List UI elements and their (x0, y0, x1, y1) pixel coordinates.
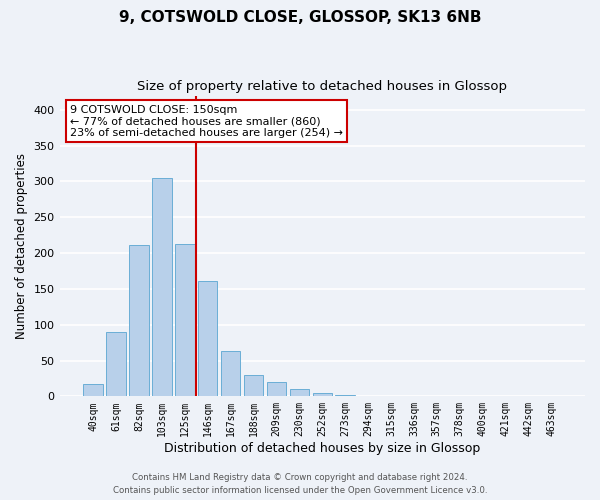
Text: 9 COTSWOLD CLOSE: 150sqm
← 77% of detached houses are smaller (860)
23% of semi-: 9 COTSWOLD CLOSE: 150sqm ← 77% of detach… (70, 104, 343, 138)
Bar (313, 393, 332, 396)
Bar (129, 245, 149, 396)
Text: Contains HM Land Registry data © Crown copyright and database right 2024.
Contai: Contains HM Land Registry data © Crown c… (113, 474, 487, 495)
Bar (267, 382, 286, 396)
Bar (244, 375, 263, 396)
Title: Size of property relative to detached houses in Glossop: Size of property relative to detached ho… (137, 80, 507, 93)
Bar (198, 281, 217, 396)
Bar (83, 384, 103, 396)
Text: 9, COTSWOLD CLOSE, GLOSSOP, SK13 6NB: 9, COTSWOLD CLOSE, GLOSSOP, SK13 6NB (119, 10, 481, 25)
Y-axis label: Number of detached properties: Number of detached properties (15, 153, 28, 339)
Bar (152, 178, 172, 396)
Bar (221, 350, 241, 397)
X-axis label: Distribution of detached houses by size in Glossop: Distribution of detached houses by size … (164, 442, 481, 455)
Bar (290, 389, 309, 396)
Bar (106, 332, 126, 396)
Bar (335, 395, 355, 396)
Bar (175, 244, 194, 396)
